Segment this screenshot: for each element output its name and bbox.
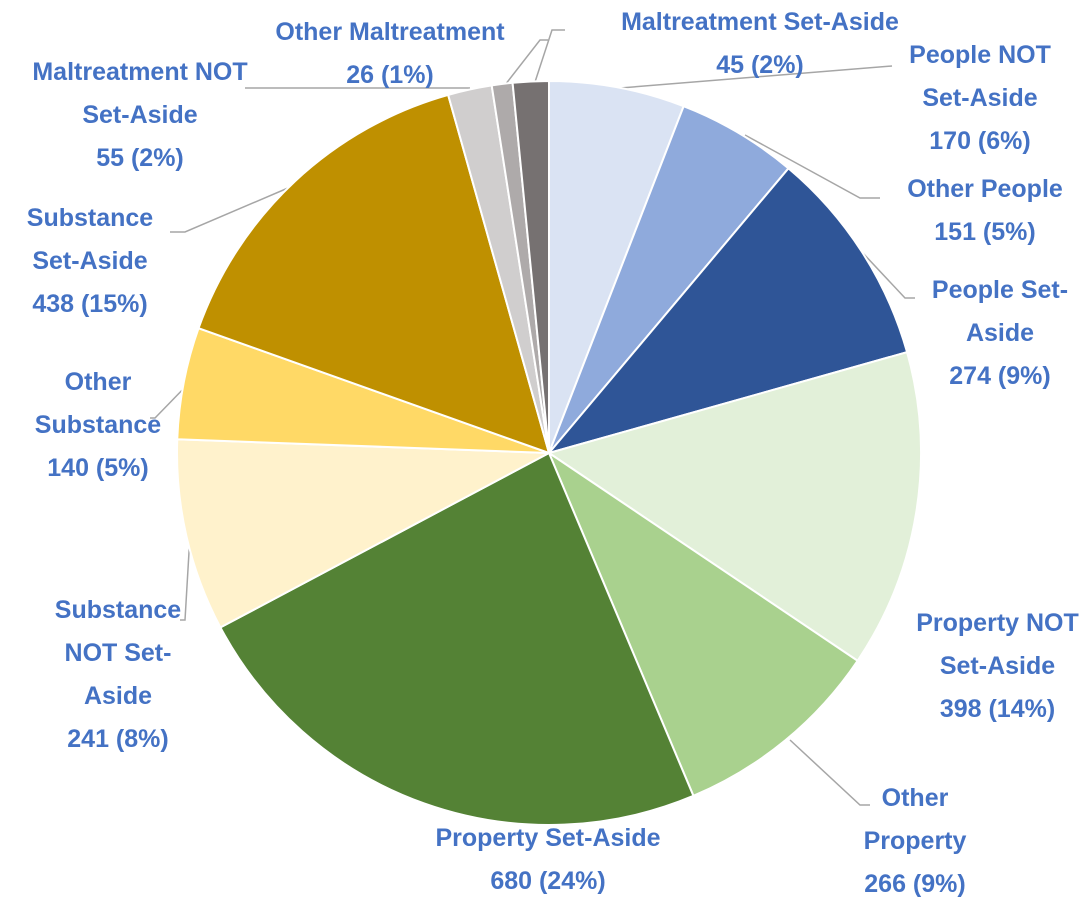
value-label: 680 (24%) xyxy=(490,867,606,895)
value-label: 151 (5%) xyxy=(934,218,1036,246)
category-label: Substance NOT Set-Aside xyxy=(54,596,182,710)
leader-line xyxy=(180,534,191,621)
category-label: Substance Set-Aside xyxy=(26,204,154,275)
pie-slice xyxy=(546,350,922,663)
category-label: Property NOT Set-Aside xyxy=(916,609,1079,680)
category-label: Property Set-Aside xyxy=(435,824,661,852)
leader-lines xyxy=(150,29,915,806)
category-label: Other Maltreatment xyxy=(275,18,505,46)
leader-line xyxy=(170,184,296,233)
pie-slice xyxy=(176,438,553,629)
slice-label: People NOT Set-Aside 170 (6%) xyxy=(890,34,1070,163)
value-label: 26 (1%) xyxy=(346,61,434,89)
slice-label: Property NOT Set-Aside 398 (14%) xyxy=(900,602,1089,731)
pie-slice xyxy=(511,79,550,454)
leader-line xyxy=(789,739,870,806)
pie-slice xyxy=(546,166,909,455)
value-label: 45 (2%) xyxy=(716,51,804,79)
value-label: 266 (9%) xyxy=(864,870,966,898)
slice-label: Maltreatment NOT Set-Aside 55 (2%) xyxy=(30,51,250,180)
pie-slice xyxy=(219,451,695,826)
leader-line xyxy=(150,381,191,419)
value-label: 438 (15%) xyxy=(32,290,148,318)
category-label: Other Substance xyxy=(34,368,162,439)
value-label: 398 (14%) xyxy=(939,695,1056,723)
slice-label: Maltreatment Set-Aside 45 (2%) xyxy=(560,1,960,87)
category-label: People NOT Set-Aside xyxy=(909,41,1051,112)
slice-label: Other Property 266 (9%) xyxy=(840,777,990,906)
slice-label: Substance Set-Aside 438 (15%) xyxy=(10,197,170,326)
leader-line xyxy=(504,39,548,86)
pie-slice xyxy=(548,79,685,454)
slice-label: Other Substance 140 (5%) xyxy=(23,361,173,490)
slice-label: Other People 151 (5%) xyxy=(875,168,1089,254)
leader-line xyxy=(534,29,565,83)
slice-label: Property Set-Aside 680 (24%) xyxy=(388,817,708,903)
value-label: 55 (2%) xyxy=(96,144,184,172)
leader-line xyxy=(619,65,893,89)
category-label: Other Property xyxy=(863,784,967,855)
pie-slice xyxy=(546,450,859,798)
slice-label: Substance NOT Set-Aside 241 (8%) xyxy=(43,589,193,761)
category-label: People Set-Aside xyxy=(931,276,1069,347)
leader-line xyxy=(859,249,915,299)
value-label: 140 (5%) xyxy=(47,454,149,482)
value-label: 274 (9%) xyxy=(949,362,1051,390)
slice-label: People Set-Aside 274 (9%) xyxy=(920,269,1080,398)
value-label: 170 (6%) xyxy=(929,127,1031,155)
value-label: 241 (8%) xyxy=(67,725,169,753)
pie-slice xyxy=(197,93,551,455)
slice-label: Other Maltreatment 26 (1%) xyxy=(230,11,550,97)
category-label: Other People xyxy=(907,175,1063,203)
category-label: Maltreatment NOT Set-Aside xyxy=(32,58,248,129)
leader-line xyxy=(744,134,880,199)
category-label: Maltreatment Set-Aside xyxy=(621,8,899,36)
